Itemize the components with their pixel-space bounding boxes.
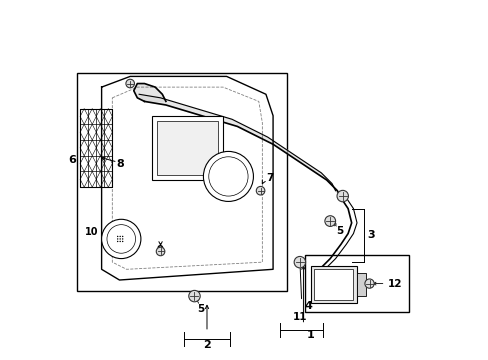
- Bar: [157, 121, 217, 175]
- Text: 4: 4: [304, 301, 312, 311]
- Circle shape: [122, 238, 123, 240]
- Polygon shape: [139, 94, 340, 198]
- Bar: [310, 266, 356, 303]
- Circle shape: [188, 291, 200, 302]
- Circle shape: [102, 219, 141, 258]
- Text: 3: 3: [367, 230, 375, 240]
- Bar: [305, 255, 408, 312]
- Circle shape: [364, 279, 373, 288]
- Circle shape: [122, 241, 123, 242]
- Circle shape: [117, 238, 118, 240]
- Text: 5: 5: [197, 304, 204, 314]
- Circle shape: [119, 241, 121, 242]
- Bar: [356, 273, 365, 296]
- Bar: [151, 116, 223, 180]
- Circle shape: [336, 190, 348, 202]
- Circle shape: [119, 236, 121, 237]
- Circle shape: [324, 216, 335, 226]
- Circle shape: [125, 79, 134, 88]
- Text: 7: 7: [266, 173, 273, 183]
- Circle shape: [156, 247, 164, 256]
- Text: 12: 12: [386, 279, 401, 289]
- Circle shape: [117, 236, 118, 237]
- Text: 2: 2: [203, 340, 210, 350]
- Text: 1: 1: [306, 330, 314, 341]
- Circle shape: [122, 236, 123, 237]
- Text: 10: 10: [84, 227, 98, 237]
- Circle shape: [203, 152, 253, 202]
- Bar: [313, 269, 353, 300]
- Text: 11: 11: [292, 312, 306, 322]
- Polygon shape: [134, 84, 165, 102]
- Circle shape: [117, 241, 118, 242]
- Circle shape: [119, 238, 121, 240]
- Circle shape: [294, 256, 305, 268]
- Circle shape: [256, 186, 264, 195]
- Bar: [77, 73, 287, 291]
- Text: 8: 8: [117, 159, 124, 169]
- Text: 6: 6: [68, 156, 76, 165]
- Text: 9: 9: [157, 245, 164, 255]
- Text: 5: 5: [336, 226, 343, 237]
- Bar: [80, 109, 112, 187]
